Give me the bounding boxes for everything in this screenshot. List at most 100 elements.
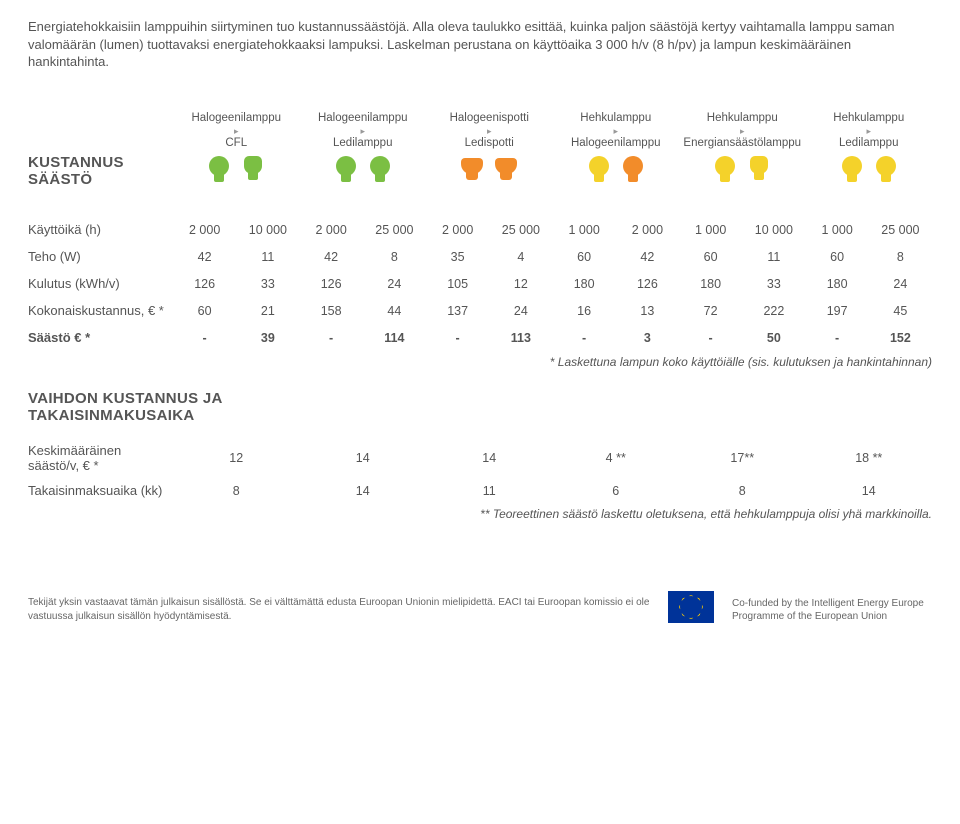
row-label: Käyttöikä (h)	[28, 222, 173, 237]
bulb-icon	[873, 156, 899, 188]
column-header: Hehkulamppu▸Halogeenilamppu	[553, 111, 680, 152]
cell: 24	[489, 304, 552, 318]
cell: 14	[426, 451, 553, 465]
cell: 14	[806, 484, 933, 498]
cell: 42	[300, 250, 363, 264]
cell: 14	[300, 484, 427, 498]
cell: 180	[679, 277, 742, 291]
bulb-icon	[333, 156, 359, 188]
column-headers: Halogeenilamppu▸CFLHalogeenilamppu▸Ledil…	[28, 111, 932, 152]
column-header: Halogeenilamppu▸CFL	[173, 111, 300, 152]
intro-text: Energiatehokkaisiin lamppuihin siirtymin…	[28, 18, 932, 71]
cell: 25 000	[363, 223, 426, 237]
bulb-icon	[206, 156, 232, 188]
cell: 24	[363, 277, 426, 291]
column-header: Hehkulamppu▸Ledilamppu	[806, 111, 933, 152]
cell: 11	[742, 250, 805, 264]
cell: 113	[489, 331, 552, 345]
column-header: Hehkulamppu▸Energiansäästölamppu	[679, 111, 806, 152]
eu-flag-icon	[668, 591, 714, 623]
cell: 72	[679, 304, 742, 318]
cell: 137	[426, 304, 489, 318]
row-label: Teho (W)	[28, 249, 173, 264]
cell: 197	[806, 304, 869, 318]
cell: 8	[869, 250, 932, 264]
cell: -	[300, 331, 363, 345]
bulb-icon	[839, 156, 865, 188]
row-label: Kulutus (kWh/v)	[28, 276, 173, 291]
cell: 60	[173, 304, 236, 318]
cell: 152	[869, 331, 932, 345]
cell: 35	[426, 250, 489, 264]
cell: 18 **	[806, 451, 933, 465]
cell: 180	[553, 277, 616, 291]
cell: 11	[426, 484, 553, 498]
section-title-cost: KUSTANNUSSÄÄSTÖ	[28, 155, 173, 188]
cell: 2 000	[616, 223, 679, 237]
cell: 3	[616, 331, 679, 345]
column-header: Halogeenispotti▸Ledispotti	[426, 111, 553, 152]
cell: 158	[300, 304, 363, 318]
section-title-payback: VAIHDON KUSTANNUS JATAKAISINMAKUSAIKA	[28, 391, 932, 424]
table-row: Keskimääräinensäästö/v, € *1214144 **17*…	[28, 438, 932, 478]
cell: -	[426, 331, 489, 345]
cell: 44	[363, 304, 426, 318]
cell: 6	[553, 484, 680, 498]
cell: 180	[806, 277, 869, 291]
cell: 42	[173, 250, 236, 264]
cell: 8	[173, 484, 300, 498]
cell: 222	[742, 304, 805, 318]
cell: 10 000	[742, 223, 805, 237]
footnote-2: ** Teoreettinen säästö laskettu oletukse…	[28, 507, 932, 521]
table-row: Kulutus (kWh/v)1263312624105121801261803…	[28, 270, 932, 297]
cost-table: Halogeenilamppu▸CFLHalogeenilamppu▸Ledil…	[28, 111, 932, 522]
cell: 60	[553, 250, 616, 264]
table-row: Käyttöikä (h)2 00010 0002 00025 0002 000…	[28, 216, 932, 243]
cell: 21	[236, 304, 299, 318]
cell: 24	[869, 277, 932, 291]
cell: -	[173, 331, 236, 345]
cell: 50	[742, 331, 805, 345]
cell: 33	[236, 277, 299, 291]
cell: 8	[363, 250, 426, 264]
cell: 8	[679, 484, 806, 498]
cell: 60	[679, 250, 742, 264]
table-row: Säästö € *-39-114-113-3-50-152	[28, 324, 932, 351]
cell: 45	[869, 304, 932, 318]
column-header: Halogeenilamppu▸Ledilamppu	[300, 111, 427, 152]
bulb-icon	[586, 156, 612, 188]
cell: 25 000	[869, 223, 932, 237]
cell: 13	[616, 304, 679, 318]
cell: 114	[363, 331, 426, 345]
cell: 105	[426, 277, 489, 291]
bulb-icon	[459, 156, 485, 188]
cell: 1 000	[806, 223, 869, 237]
cell: 60	[806, 250, 869, 264]
cell: 25 000	[489, 223, 552, 237]
bulb-icons-row: KUSTANNUSSÄÄSTÖ	[28, 155, 932, 188]
bulb-icon	[493, 156, 519, 188]
bulb-icon	[712, 156, 738, 188]
cell: -	[806, 331, 869, 345]
cell: 17**	[679, 451, 806, 465]
cell: 10 000	[236, 223, 299, 237]
footnote-1: * Laskettuna lampun koko käyttöiälle (si…	[28, 355, 932, 369]
cell: 126	[300, 277, 363, 291]
cell: 2 000	[300, 223, 363, 237]
bulb-icon	[240, 156, 266, 188]
bulb-icon	[367, 156, 393, 188]
cell: 1 000	[679, 223, 742, 237]
row-label: Keskimääräinensäästö/v, € *	[28, 443, 173, 473]
cell: 126	[173, 277, 236, 291]
table-row: Takaisinmaksuaika (kk)814116814	[28, 478, 932, 503]
table-row: Teho (W)421142835460426011608	[28, 243, 932, 270]
cell: 12	[489, 277, 552, 291]
cell: 12	[173, 451, 300, 465]
footer-disclaimer: Tekijät yksin vastaavat tämän julkaisun …	[28, 596, 650, 623]
cell: 14	[300, 451, 427, 465]
bulb-icon	[746, 156, 772, 188]
cell: 2 000	[173, 223, 236, 237]
cell: 4 **	[553, 451, 680, 465]
row-label: Kokonaiskustannus, € *	[28, 303, 173, 318]
cell: 126	[616, 277, 679, 291]
